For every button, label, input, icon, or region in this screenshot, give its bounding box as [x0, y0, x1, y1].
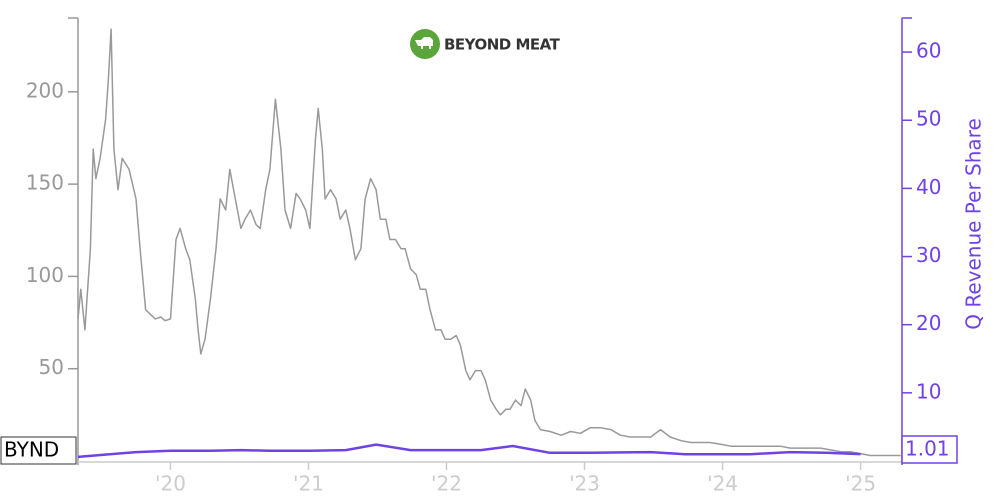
- y2-tick-label: 10: [916, 379, 941, 403]
- last-value-text: 1.01: [905, 437, 950, 461]
- series-line: [77, 443, 861, 459]
- series-line: [77, 28, 901, 457]
- last-value-box: [901, 435, 958, 464]
- y2-axis-label: Q Revenue Per Share: [962, 118, 986, 330]
- y-tick-label: 100: [26, 263, 64, 287]
- series-label-box: [0, 436, 77, 465]
- x-tick-label: '22: [431, 472, 462, 496]
- x-tick-label: '20: [155, 472, 186, 496]
- y2-tick-label: 30: [916, 243, 941, 267]
- series-label-text: BYND: [4, 438, 59, 462]
- y2-tick-label: 40: [916, 175, 941, 199]
- y2-tick-label: 60: [916, 39, 941, 63]
- x-tick-label: '21: [293, 472, 324, 496]
- y-tick-label: 200: [26, 78, 64, 102]
- x-tick-label: '23: [569, 472, 600, 496]
- series-label: BYND: [0, 436, 77, 465]
- last-value-label: 1.01: [901, 435, 958, 464]
- x-tick-label: '25: [845, 472, 876, 496]
- y-tick-label: 50: [39, 355, 64, 379]
- y2-tick-label: 20: [916, 311, 941, 335]
- logo-mark: [415, 37, 433, 49]
- logo-text: BEYOND MEAT: [444, 36, 561, 54]
- x-tick-label: '24: [707, 472, 738, 496]
- y-tick-label: 150: [26, 171, 64, 195]
- logo: BEYOND MEAT: [410, 29, 561, 59]
- y2-tick-label: 50: [916, 107, 941, 131]
